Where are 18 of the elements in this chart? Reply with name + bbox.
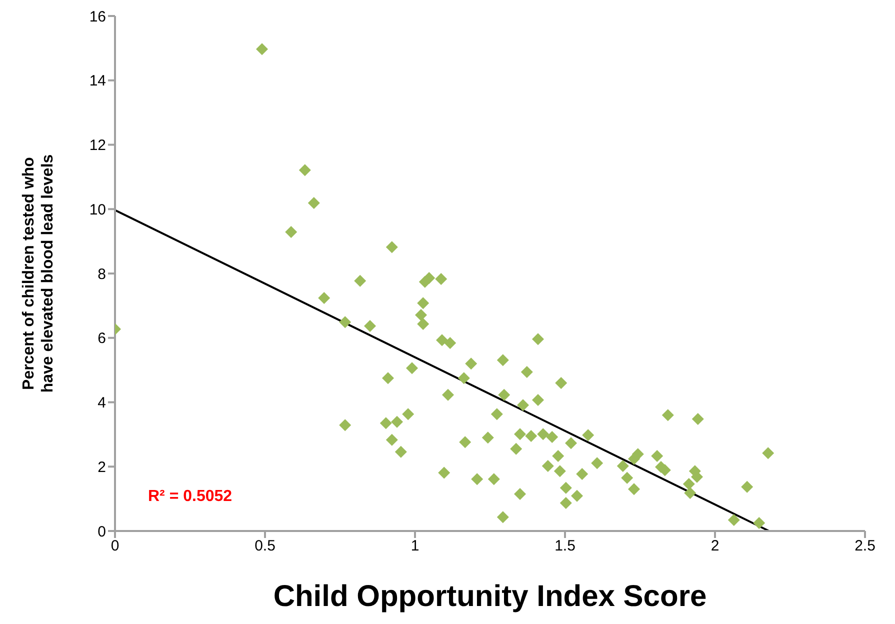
x-tick-label: 0.5 (254, 538, 276, 555)
x-tick-label: 2 (710, 538, 720, 555)
y-tick-label: 8 (98, 266, 106, 283)
x-axis-title: Child Opportunity Index Score (273, 580, 707, 613)
x-tick-label: 2.5 (854, 538, 876, 555)
y-tick-label: 16 (89, 8, 106, 26)
y-tick-label: 6 (98, 330, 106, 348)
y-tick-label: 14 (89, 72, 106, 90)
x-tick-label: 0 (110, 538, 120, 555)
y-tick-label: 4 (98, 394, 106, 412)
annotation: R² = 0.5052 (148, 488, 232, 506)
y-axis-title: Percent of children tested who have elevated blood lead levels (20, 154, 56, 393)
x-tick-label: 1.5 (554, 538, 576, 555)
y-tick-label: 10 (89, 201, 106, 218)
x-tick-label: 1 (410, 538, 420, 555)
y-tick-label: 12 (89, 137, 106, 154)
y-tick-label: 2 (98, 458, 106, 476)
y-tick-label: 0 (98, 523, 106, 540)
